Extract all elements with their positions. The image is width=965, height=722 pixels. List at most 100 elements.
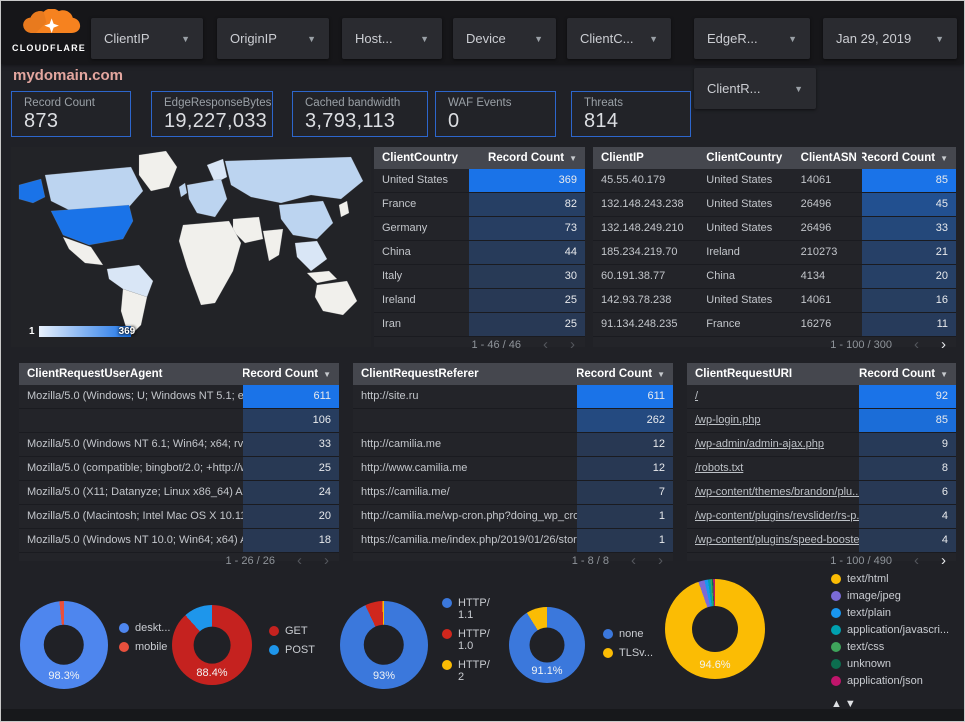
donut-device-type[interactable]: 98.3%	[20, 601, 108, 689]
uri-link[interactable]: /wp-admin/admin-ajax.php	[695, 438, 825, 450]
column-header-3[interactable]: Record Count ▼	[862, 152, 956, 164]
chevron-left-icon[interactable]: ‹	[914, 552, 919, 569]
table-row[interactable]: http://site.ru 611	[353, 385, 673, 409]
uri-link[interactable]: /wp-login.php	[695, 414, 761, 426]
legend-item-tlsv-[interactable]: TLSv...	[603, 647, 653, 659]
table-row[interactable]: 142.93.78.238 United States 14061 16	[593, 289, 956, 313]
chevron-left-icon[interactable]: ‹	[297, 552, 302, 569]
table-row[interactable]: Mozilla/5.0 (Windows; U; Windows NT 5.1;…	[19, 385, 339, 409]
filter-edgeresponse[interactable]: EdgeR... ▼	[694, 18, 810, 59]
legend-item-text-plain[interactable]: text/plain	[831, 607, 949, 619]
table-row[interactable]: /wp-content/themes/brandon/plu... 6	[687, 481, 956, 505]
column-header-0[interactable]: ClientRequestUserAgent	[19, 368, 243, 380]
legend-item-application-json[interactable]: application/json	[831, 675, 949, 687]
legend-item-deskt-[interactable]: deskt...	[119, 622, 170, 634]
table-row[interactable]: 60.191.38.77 China 4134 20	[593, 265, 956, 289]
chevron-left-icon[interactable]: ‹	[914, 336, 919, 353]
table-row[interactable]: / 92	[687, 385, 956, 409]
table-row[interactable]: https://camilia.me/index.php/2019/01/26/…	[353, 529, 673, 553]
legend-item-http-1-0[interactable]: HTTP/1.0	[442, 628, 494, 652]
uri-link[interactable]: /	[695, 390, 699, 402]
column-header-0[interactable]: ClientCountry	[374, 152, 469, 164]
table-row[interactable]: Mozilla/5.0 (Windows NT 6.1; Win64; x64;…	[19, 433, 339, 457]
table-row[interactable]: Germany 73	[374, 217, 585, 241]
table-row[interactable]: 132.148.243.238 United States 26496 45	[593, 193, 956, 217]
sort-descending-icon[interactable]: ▼	[940, 369, 948, 379]
world-map-widget[interactable]: 1 369	[11, 147, 371, 347]
donut-http-version[interactable]: 93%	[340, 601, 428, 689]
chevron-right-icon[interactable]: ›	[941, 552, 946, 569]
donut-http-method[interactable]: 88.4%	[172, 605, 252, 685]
sort-descending-icon[interactable]: ▼	[569, 153, 577, 163]
table-row[interactable]: 91.134.248.235 France 16276 11	[593, 313, 956, 337]
table-row[interactable]: France 82	[374, 193, 585, 217]
column-header-1[interactable]: Record Count ▼	[859, 368, 956, 380]
date-range-filter[interactable]: Jan 29, 2019 ▼	[823, 18, 957, 59]
table-row[interactable]: Italy 30	[374, 265, 585, 289]
table-row[interactable]: https://camilia.me/7	[353, 481, 673, 505]
table-row[interactable]: /wp-content/plugins/speed-booste... 4	[687, 529, 956, 553]
uri-link[interactable]: /wp-content/plugins/revslider/rs-p...	[695, 510, 860, 522]
column-header-0[interactable]: ClientIP	[593, 152, 698, 164]
column-header-1[interactable]: ClientCountry	[698, 152, 792, 164]
uri-link[interactable]: /robots.txt	[695, 462, 744, 474]
table-row[interactable]: /wp-content/plugins/revslider/rs-p... 4	[687, 505, 956, 529]
table-row[interactable]: Iran 25	[374, 313, 585, 337]
donut-tls-version[interactable]: 91.1%	[509, 607, 585, 683]
table-row[interactable]: 132.148.249.210 United States 26496 33	[593, 217, 956, 241]
sort-descending-icon[interactable]: ▼	[940, 153, 948, 163]
table-row[interactable]: Ireland 25	[374, 289, 585, 313]
chevron-left-icon[interactable]: ‹	[631, 552, 636, 569]
table-row[interactable]: http://camilia.me 12	[353, 433, 673, 457]
legend-item-image-jpeg[interactable]: image/jpeg	[831, 590, 949, 602]
legend-sort-arrows-icon[interactable]: ▲▼	[831, 698, 859, 710]
chevron-left-icon[interactable]: ‹	[543, 336, 548, 353]
chevron-right-icon[interactable]: ›	[658, 552, 663, 569]
table-row[interactable]: United States 369	[374, 169, 585, 193]
table-row[interactable]: 262	[353, 409, 673, 433]
table-row[interactable]: 106	[19, 409, 339, 433]
table-row[interactable]: http://www.camilia.me 12	[353, 457, 673, 481]
uri-link[interactable]: /wp-content/themes/brandon/plu...	[695, 486, 860, 498]
legend-item-http-2[interactable]: HTTP/2	[442, 659, 494, 683]
column-header-0[interactable]: ClientRequestURI	[687, 368, 859, 380]
donut-content-type[interactable]: 94.6%	[665, 579, 765, 679]
table-row[interactable]: Mozilla/5.0 (X11; Datanyze; Linux x86_64…	[19, 481, 339, 505]
column-header-1[interactable]: Record Count ▼	[469, 152, 585, 164]
chevron-right-icon[interactable]: ›	[941, 336, 946, 353]
table-row[interactable]: China 44	[374, 241, 585, 265]
filter-clientcountry[interactable]: ClientC... ▼	[567, 18, 671, 59]
table-row[interactable]: /wp-admin/admin-ajax.php 9	[687, 433, 956, 457]
legend-item-text-html[interactable]: text/html	[831, 573, 949, 585]
table-row[interactable]: Mozilla/5.0 (compatible; bingbot/2.0; +h…	[19, 457, 339, 481]
uri-link[interactable]: /wp-content/plugins/speed-booste...	[695, 534, 860, 546]
column-header-0[interactable]: ClientRequestReferer	[353, 368, 577, 380]
table-row[interactable]: /wp-login.php 85	[687, 409, 956, 433]
legend-item-text-css[interactable]: text/css	[831, 641, 949, 653]
chevron-right-icon[interactable]: ›	[570, 336, 575, 353]
legend-item-application-javascri-[interactable]: application/javascri...	[831, 624, 949, 636]
filter-clientrequest[interactable]: ClientR... ▼	[694, 68, 816, 109]
table-row[interactable]: /robots.txt 8	[687, 457, 956, 481]
filter-device[interactable]: Device ▼	[453, 18, 556, 59]
legend-item-mobile[interactable]: mobile	[119, 641, 170, 653]
table-row[interactable]: Mozilla/5.0 (Macintosh; Intel Mac OS X 1…	[19, 505, 339, 529]
filter-host[interactable]: Host... ▼	[342, 18, 442, 59]
sort-descending-icon[interactable]: ▼	[657, 369, 665, 379]
legend-item-none[interactable]: none	[603, 628, 653, 640]
table-row[interactable]: 185.234.219.70 Ireland 210273 21	[593, 241, 956, 265]
column-header-2[interactable]: ClientASN	[793, 152, 862, 164]
filter-originip[interactable]: OriginIP ▼	[217, 18, 329, 59]
filter-clientip[interactable]: ClientIP ▼	[91, 18, 203, 59]
sort-descending-icon[interactable]: ▼	[323, 369, 331, 379]
legend-item-http-1-1[interactable]: HTTP/1.1	[442, 597, 494, 621]
legend-item-get[interactable]: GET	[269, 625, 315, 637]
legend-item-post[interactable]: POST	[269, 644, 315, 656]
chevron-right-icon[interactable]: ›	[324, 552, 329, 569]
table-row[interactable]: http://camilia.me/wp-cron.php?doing_wp_c…	[353, 505, 673, 529]
table-row[interactable]: Mozilla/5.0 (Windows NT 10.0; Win64; x64…	[19, 529, 339, 553]
legend-item-unknown[interactable]: unknown	[831, 658, 949, 670]
column-header-1[interactable]: Record Count ▼	[577, 368, 673, 380]
world-map[interactable]	[11, 147, 371, 347]
column-header-1[interactable]: Record Count ▼	[243, 368, 339, 380]
